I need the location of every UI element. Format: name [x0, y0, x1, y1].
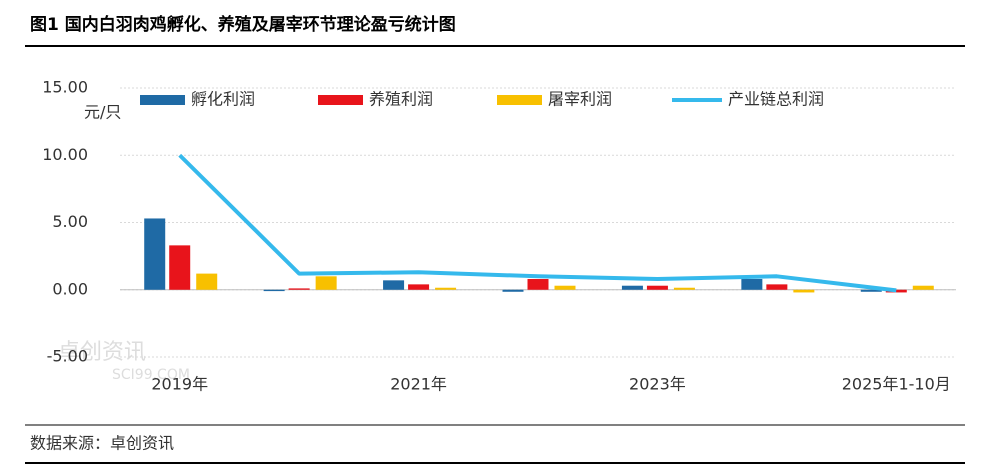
y-tick-label: 15.00: [42, 78, 88, 97]
legend-swatch: [140, 95, 185, 105]
watermark-site: SCI99.COM: [112, 367, 190, 383]
bar: [383, 280, 405, 290]
bar: [741, 278, 763, 290]
bar: [408, 284, 430, 290]
x-tick-label: 2021年: [390, 375, 447, 394]
bar: [885, 289, 907, 293]
y-tick-label: 5.00: [52, 212, 88, 231]
x-tick-label: 2019年: [151, 375, 208, 394]
bar: [793, 289, 815, 293]
legend-swatch: [318, 95, 363, 105]
bar: [502, 289, 524, 292]
legend-label: 孵化利润: [191, 90, 255, 109]
legend-label: 产业链总利润: [728, 90, 824, 109]
chart-title: 图1 国内白羽肉鸡孵化、养殖及屠宰环节理论盈亏统计图: [30, 14, 456, 35]
bar: [912, 285, 934, 290]
y-axis-label: 元/只: [84, 103, 121, 122]
bar: [860, 289, 882, 292]
bar: [169, 245, 191, 290]
line: [178, 153, 897, 293]
bar: [196, 273, 218, 290]
watermark: 卓创资讯: [58, 340, 146, 365]
bar: [766, 284, 788, 290]
y-tick-label: -5.00: [47, 347, 88, 366]
legend-label: 屠宰利润: [548, 90, 612, 109]
bar: [144, 218, 166, 290]
bar: [263, 289, 285, 292]
x-tick-label: 2025年1-10月: [842, 375, 951, 394]
bar: [646, 285, 668, 290]
bar: [527, 278, 549, 290]
y-tick-label: 10.00: [42, 145, 88, 164]
bar: [554, 285, 576, 290]
bar: [621, 285, 643, 290]
bar: [673, 287, 695, 290]
bar: [435, 287, 457, 290]
y-tick-label: 0.00: [52, 279, 88, 298]
source: 数据来源：卓创资讯: [30, 434, 174, 453]
legend-swatch: [497, 95, 542, 105]
bar: [288, 288, 310, 290]
legend-label: 养殖利润: [369, 90, 433, 109]
bar: [315, 276, 337, 290]
x-tick-label: 2023年: [629, 375, 686, 394]
